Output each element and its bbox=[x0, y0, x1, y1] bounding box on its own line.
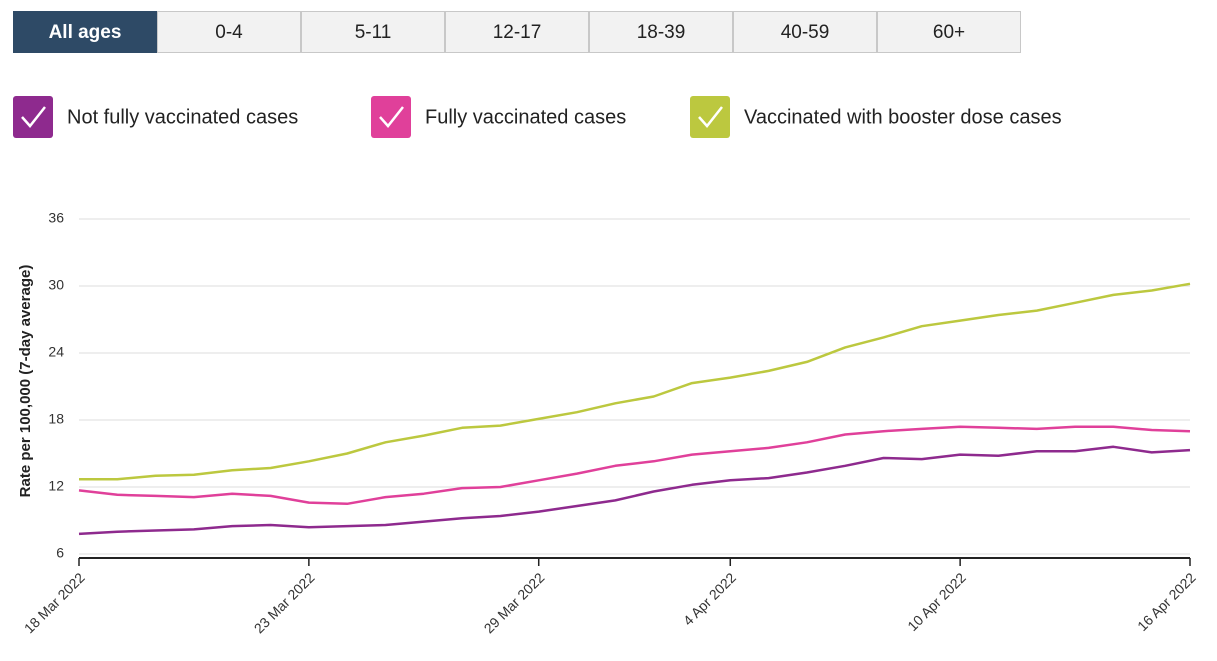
tab[interactable]: 0-4 bbox=[157, 11, 301, 53]
y-tick-label: 36 bbox=[48, 210, 64, 226]
tab[interactable]: All ages bbox=[13, 11, 157, 53]
tab[interactable]: 60+ bbox=[877, 11, 1021, 53]
legend-check bbox=[21, 106, 46, 128]
tab-bg bbox=[589, 11, 733, 53]
tab-label: 12-17 bbox=[493, 22, 542, 43]
tab-bg bbox=[877, 11, 1021, 53]
tab-label: 5-11 bbox=[355, 22, 392, 43]
tab-label: 0-4 bbox=[215, 22, 243, 43]
y-tick-label: 24 bbox=[48, 344, 64, 360]
legend-label: Fully vaccinated cases bbox=[425, 106, 626, 128]
x-tick-label: 10 Apr 2022 bbox=[904, 569, 969, 634]
y-tick-label: 18 bbox=[48, 411, 64, 427]
tab-bg bbox=[301, 11, 445, 53]
tab-label: 18-39 bbox=[637, 22, 686, 43]
x-tick-label: 16 Apr 2022 bbox=[1134, 569, 1199, 634]
tab-bg bbox=[445, 11, 589, 53]
legend-swatch bbox=[690, 96, 730, 138]
legend-check bbox=[379, 106, 404, 128]
y-axis-label: Rate per 100,000 (7-day average) bbox=[17, 265, 34, 498]
series-line bbox=[78, 445, 1191, 536]
legend-swatch bbox=[371, 96, 411, 138]
x-tick-label: 4 Apr 2022 bbox=[680, 569, 739, 628]
x-tick-label: 18 Mar 2022 bbox=[21, 569, 88, 636]
tab-bg bbox=[157, 11, 301, 53]
legend-swatch bbox=[13, 96, 53, 138]
tab[interactable]: 5-11 bbox=[301, 11, 445, 53]
tab-label: 40-59 bbox=[781, 22, 830, 43]
series-line bbox=[79, 282, 1191, 481]
legend-label: Not fully vaccinated cases bbox=[67, 106, 298, 128]
y-tick-label: 30 bbox=[48, 277, 64, 293]
tab-bg bbox=[733, 11, 877, 53]
y-tick-label: 12 bbox=[48, 478, 64, 494]
x-tick-label: 29 Mar 2022 bbox=[481, 569, 548, 636]
tab[interactable]: 12-17 bbox=[445, 11, 589, 53]
legend-item[interactable]: Fully vaccinated cases bbox=[371, 96, 626, 138]
tab-label: 60+ bbox=[933, 22, 965, 43]
legend-item[interactable]: Not fully vaccinated cases bbox=[13, 96, 298, 138]
legend-label: Vaccinated with booster dose cases bbox=[744, 106, 1062, 128]
tab[interactable]: 18-39 bbox=[589, 11, 733, 53]
legend-item[interactable]: Vaccinated with booster dose cases bbox=[690, 96, 1062, 138]
x-tick-label: 23 Mar 2022 bbox=[251, 569, 318, 636]
tab-label: All ages bbox=[49, 22, 122, 43]
tab[interactable]: 40-59 bbox=[733, 11, 877, 53]
y-tick-label: 6 bbox=[56, 545, 64, 561]
legend-check bbox=[698, 106, 723, 128]
tab-bg bbox=[13, 11, 157, 53]
series-line bbox=[78, 425, 1191, 506]
